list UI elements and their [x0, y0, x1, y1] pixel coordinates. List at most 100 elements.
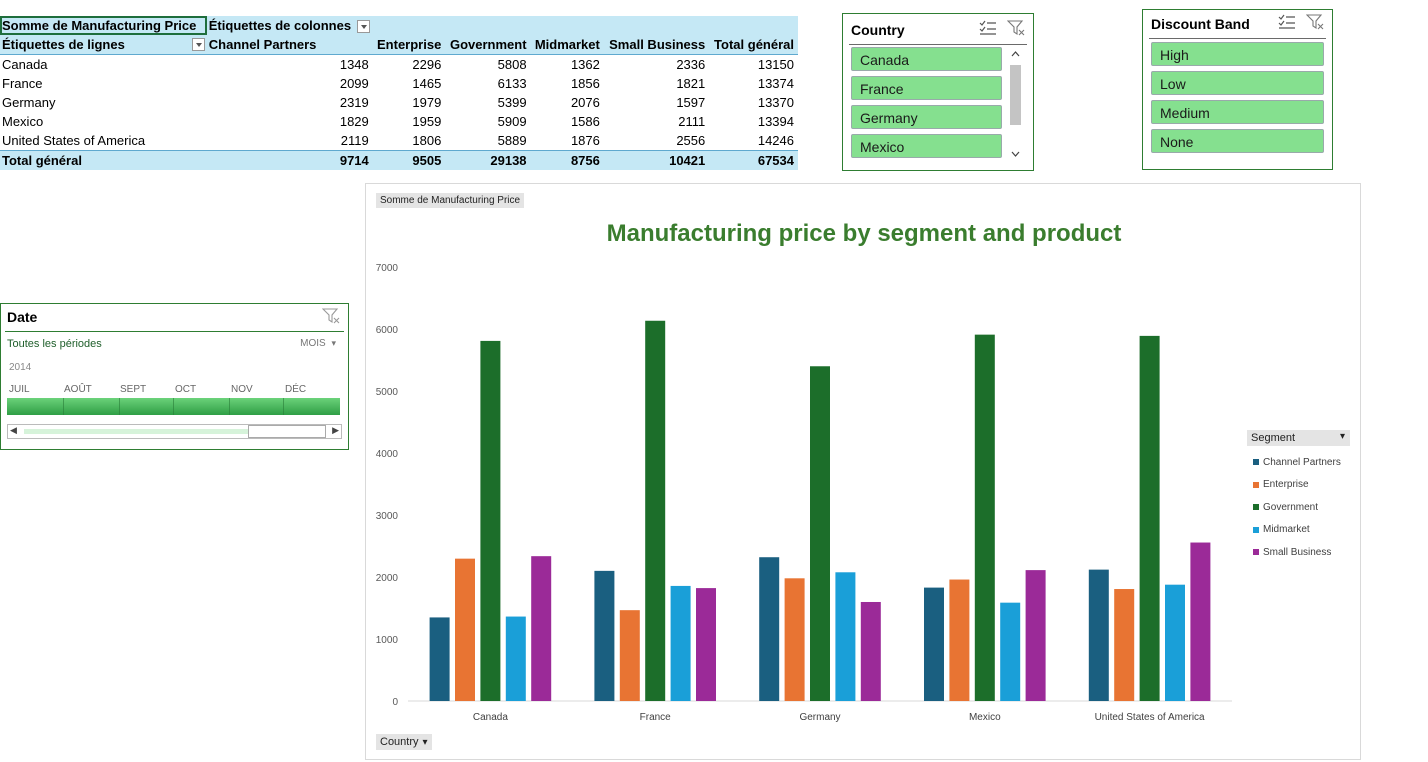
- legend-entry[interactable]: Small Business: [1253, 541, 1341, 564]
- timeline-month[interactable]: SEPT: [120, 384, 147, 395]
- bar[interactable]: [860, 601, 881, 701]
- pivot-row-label[interactable]: France: [2, 76, 43, 91]
- pivot-cell[interactable]: 1876: [570, 133, 600, 148]
- pivot-cell[interactable]: 2099: [339, 76, 369, 91]
- timeline-month[interactable]: NOV: [231, 384, 253, 395]
- pivot-cell[interactable]: 5399: [497, 95, 527, 110]
- pivot-total-cell[interactable]: 9505: [372, 150, 446, 170]
- pivot-row-label[interactable]: United States of America: [2, 133, 146, 148]
- pivot-cell[interactable]: 1856: [570, 76, 600, 91]
- pivot-col-header[interactable]: Midmarket: [530, 35, 604, 55]
- pivot-col-header[interactable]: Government: [445, 35, 531, 55]
- slicer-item-low[interactable]: Low: [1151, 71, 1324, 95]
- pivot-row-label[interactable]: Germany: [2, 95, 56, 110]
- pivot-cell[interactable]: 2336: [676, 57, 706, 72]
- clear-filter-icon[interactable]: [322, 308, 340, 324]
- pivot-total-cell[interactable]: 67534: [709, 150, 798, 170]
- bar[interactable]: [1025, 570, 1046, 701]
- pivot-cell[interactable]: 1348: [339, 57, 369, 72]
- legend-entry[interactable]: Channel Partners: [1253, 451, 1341, 474]
- slicer-item-mexico[interactable]: Mexico: [851, 134, 1002, 158]
- pivot-cell[interactable]: 5808: [497, 57, 527, 72]
- pivot-cell[interactable]: 1806: [412, 133, 442, 148]
- bar[interactable]: [696, 588, 716, 701]
- pivot-cell[interactable]: 1362: [570, 57, 600, 72]
- slicer-item-none[interactable]: None: [1151, 129, 1324, 153]
- clear-filter-icon[interactable]: [1306, 14, 1324, 30]
- pivot-cell[interactable]: 6133: [497, 76, 527, 91]
- pivot-value-field[interactable]: Somme de Manufacturing Price: [0, 16, 207, 35]
- bar[interactable]: [670, 585, 691, 701]
- pivot-cell[interactable]: 2119: [340, 133, 369, 148]
- slicer-item-medium[interactable]: Medium: [1151, 100, 1324, 124]
- pivot-total-cell[interactable]: 10421: [603, 150, 710, 170]
- chart-value-field-button[interactable]: Somme de Manufacturing Price: [376, 193, 525, 208]
- pivot-total-cell[interactable]: 9714: [206, 150, 373, 170]
- bar[interactable]: [1114, 589, 1135, 701]
- column-filter-dropdown-icon[interactable]: [357, 20, 371, 34]
- pivot-col-header[interactable]: Enterprise: [372, 35, 446, 55]
- pivot-cell[interactable]: 5889: [497, 133, 527, 148]
- pivot-cell[interactable]: 13150: [757, 57, 794, 72]
- pivot-cell[interactable]: 13370: [757, 95, 794, 110]
- scroll-down-icon[interactable]: [1008, 148, 1023, 160]
- timeline-month[interactable]: JUIL: [9, 384, 30, 395]
- timeline-month[interactable]: OCT: [175, 384, 197, 395]
- pivot-cell[interactable]: 5909: [497, 114, 527, 129]
- chart-axis-field-button[interactable]: Country: [376, 734, 432, 750]
- pivot-cell[interactable]: 14246: [757, 133, 794, 148]
- bar[interactable]: [1088, 569, 1109, 701]
- chart-legend[interactable]: Channel Partners Enterprise Government Midm…: [1253, 451, 1341, 564]
- pivot-col-header[interactable]: Total général: [709, 35, 798, 55]
- bar[interactable]: [455, 558, 475, 701]
- bar[interactable]: [810, 366, 830, 701]
- slicer-item-canada[interactable]: Canada: [851, 47, 1002, 71]
- pivot-total-cell[interactable]: 8756: [530, 150, 604, 170]
- pivot-cell[interactable]: 13394: [757, 114, 794, 129]
- bar[interactable]: [784, 578, 805, 701]
- bar[interactable]: [429, 617, 450, 701]
- scroll-right-icon[interactable]: ▶: [332, 425, 339, 435]
- pivot-row-label[interactable]: Canada: [2, 57, 48, 72]
- bar[interactable]: [619, 610, 640, 701]
- pivot-cell[interactable]: 2076: [570, 95, 600, 110]
- pivot-cell[interactable]: 2556: [676, 133, 706, 148]
- bar[interactable]: [924, 587, 944, 701]
- chart-legend-field-button[interactable]: Segment ▾: [1247, 430, 1350, 446]
- scroll-up-icon[interactable]: [1008, 48, 1023, 60]
- pivot-cell[interactable]: 1586: [570, 114, 600, 129]
- pivot-cell[interactable]: 1821: [676, 76, 706, 91]
- row-filter-dropdown-icon[interactable]: [191, 38, 205, 51]
- bar[interactable]: [759, 557, 780, 701]
- bar[interactable]: [594, 570, 615, 701]
- pivot-cell[interactable]: 2296: [412, 57, 442, 72]
- pivot-cell[interactable]: 13374: [757, 76, 794, 91]
- bar[interactable]: [1190, 542, 1211, 701]
- bar[interactable]: [1139, 335, 1160, 701]
- timeline-scrollbar[interactable]: ◀ ▶: [7, 424, 342, 439]
- timeline-month[interactable]: AOÛT: [64, 384, 92, 395]
- pivot-row-labels[interactable]: Étiquettes de lignes: [0, 35, 207, 55]
- country-slicer[interactable]: Country Canada France Germany Mexico: [842, 13, 1034, 171]
- bar[interactable]: [645, 320, 666, 701]
- chart-title[interactable]: Manufacturing price by segment and produ…: [606, 220, 1122, 247]
- chart-plot[interactable]: 0 1000 2000 3000 4000 5000 6000 7000 Canada Franc…: [366, 184, 1362, 761]
- pivot-cell[interactable]: 2319: [339, 95, 369, 110]
- pivot-row-label[interactable]: Mexico: [2, 114, 44, 129]
- clear-filter-icon[interactable]: [1007, 20, 1025, 36]
- legend-entry[interactable]: Government: [1253, 496, 1341, 519]
- bar[interactable]: [505, 616, 526, 701]
- bar[interactable]: [1000, 602, 1021, 701]
- bar[interactable]: [480, 340, 501, 701]
- timeline-level-selector[interactable]: MOIS ▾: [300, 338, 336, 349]
- pivot-cell[interactable]: 1979: [412, 95, 442, 110]
- timeline-month[interactable]: DÉC: [285, 384, 307, 395]
- slicer-item-germany[interactable]: Germany: [851, 105, 1002, 129]
- slicer-scrollbar[interactable]: [1008, 48, 1023, 160]
- multi-select-icon[interactable]: [1278, 14, 1296, 30]
- pivot-cell[interactable]: 1959: [412, 114, 442, 129]
- legend-entry[interactable]: Midmarket: [1253, 519, 1341, 542]
- bar[interactable]: [1165, 584, 1185, 701]
- scroll-thumb[interactable]: [248, 425, 326, 438]
- pivot-cell[interactable]: 2111: [678, 114, 706, 129]
